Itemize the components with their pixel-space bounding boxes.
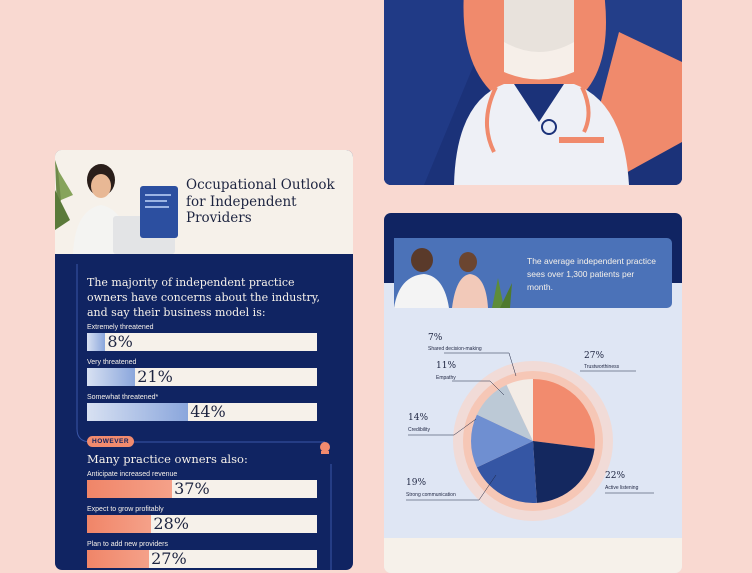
- patients-banner: The average independent practice sees ov…: [394, 238, 672, 308]
- pie-percent: 27%: [584, 351, 605, 361]
- pie-label: Trustworthiness: [584, 364, 620, 370]
- bar-label: Very threatened: [87, 359, 137, 366]
- threat-bar: 21%: [87, 368, 317, 386]
- pie-slice: [506, 379, 533, 441]
- bar-percent: 8%: [107, 332, 133, 351]
- bar-fill: [87, 333, 106, 351]
- pie-label: Active listening: [605, 485, 639, 491]
- doctor-child-photo: [394, 238, 524, 308]
- outlook-bar: 28%: [87, 515, 317, 533]
- threat-bar: 8%: [87, 333, 317, 351]
- average-patients-text: The average independent practice sees ov…: [527, 256, 657, 292]
- pie-slice: [533, 379, 595, 449]
- pie-label: Credibility: [408, 427, 430, 433]
- pie-chart: [406, 352, 654, 521]
- bar-label: Plan to add new providers: [87, 541, 168, 548]
- leader-line: [408, 418, 477, 436]
- leader-line: [406, 474, 497, 501]
- outlook-bar: 37%: [87, 480, 317, 498]
- patients-card-footer: [384, 538, 682, 573]
- pie-percent: 7%: [428, 333, 443, 343]
- bar-label: Extremely threatened: [87, 324, 154, 331]
- bar-percent: 44%: [190, 402, 226, 421]
- bar-percent: 21%: [137, 367, 173, 386]
- bar-label: Anticipate increased revenue: [87, 471, 178, 478]
- bar-fill: [87, 480, 173, 498]
- pie-percent: 22%: [605, 471, 626, 481]
- also-text: Many practice owners also:: [87, 452, 248, 466]
- however-badge: HOWEVER: [87, 436, 135, 447]
- bar-fill: [87, 515, 152, 533]
- bar-percent: 27%: [151, 549, 187, 568]
- bar-fill: [87, 403, 189, 421]
- pie-slice: [471, 414, 533, 468]
- bar-percent: 37%: [174, 479, 210, 498]
- bar-fill: [87, 550, 150, 568]
- outlook-header: Occupational Outlook for Independent Pro…: [55, 150, 353, 254]
- pie-percent: 11%: [436, 361, 457, 371]
- patients-card: The average independent practice sees ov…: [384, 213, 682, 573]
- pie-percent: 14%: [408, 413, 429, 423]
- bar-fill: [87, 368, 136, 386]
- pie-slice: [476, 441, 537, 503]
- pie-label: Empathy: [436, 375, 456, 381]
- threat-bar: 44%: [87, 403, 317, 421]
- concerns-text: The majority of independent practice own…: [87, 276, 320, 319]
- bell-icon: [320, 442, 330, 452]
- bar-label: Somewhat threatened*: [87, 394, 159, 401]
- doctor-illustration: [384, 0, 682, 185]
- outlook-card: Occupational Outlook for Independent Pro…: [55, 150, 353, 570]
- outlook-bar: 27%: [87, 550, 317, 568]
- leader-line: [452, 380, 505, 396]
- pie-percent: 19%: [406, 478, 427, 488]
- doctor-illustration-card: [384, 0, 682, 185]
- stethoscope-icon: [541, 119, 557, 135]
- outlook-title: Occupational Outlook for Independent Pro…: [186, 177, 335, 226]
- pie-label: Shared decision-making: [428, 346, 482, 352]
- pie-slice: [533, 441, 595, 503]
- pie-slice: [476, 384, 533, 441]
- bar-label: Expect to grow profitably: [87, 506, 164, 513]
- bar-percent: 28%: [153, 514, 189, 533]
- doctor-laptop-illustration: [55, 150, 180, 254]
- pie-label: Strong communication: [406, 492, 456, 498]
- leader-line: [444, 352, 517, 377]
